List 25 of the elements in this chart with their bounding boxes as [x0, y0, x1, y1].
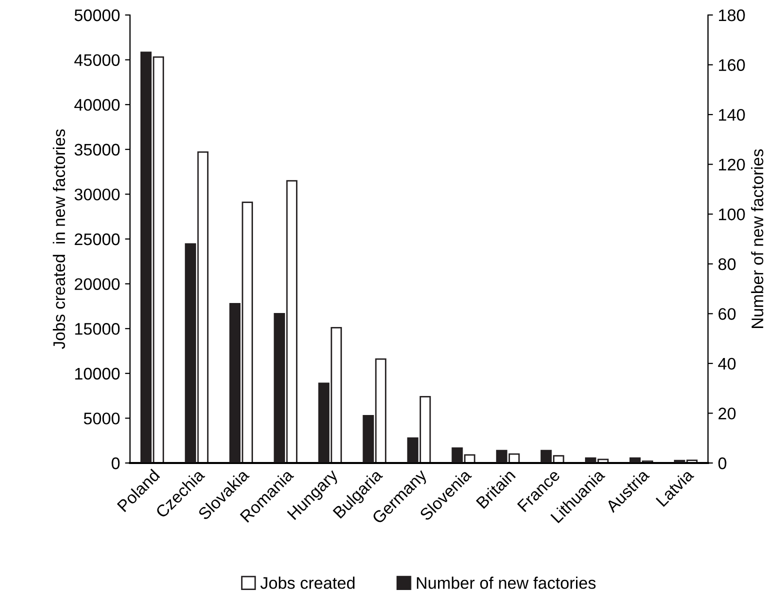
y-tick-label: 15000 — [75, 323, 120, 335]
y-tick-label: 25000 — [74, 233, 120, 246]
y2-tick-label: 40 — [718, 358, 736, 370]
y2-tick-label: 180 — [718, 9, 745, 22]
y2-tick-label: 0 — [718, 457, 726, 470]
y-axis-title: Jobs created in new factories — [52, 129, 66, 349]
y-tick-label: 20000 — [74, 278, 120, 290]
legend-label: Number of new factories — [416, 576, 596, 589]
y-tick-label: 0 — [112, 457, 120, 470]
y2-tick-label: 120 — [718, 158, 745, 171]
y2-tick-label: 60 — [718, 308, 736, 320]
y2-tick-label: 160 — [718, 59, 745, 71]
y-tick-label: 50000 — [74, 9, 120, 22]
y-tick-label: 35000 — [74, 144, 120, 156]
y-tick-label: 10000 — [75, 368, 120, 380]
y-tick-label: 45000 — [74, 54, 120, 66]
y2-tick-label: 20 — [718, 408, 736, 420]
y2-tick-label: 140 — [718, 108, 745, 121]
y2-tick-label: 80 — [718, 258, 736, 270]
y2-axis-title: Number of new factories — [751, 149, 764, 328]
y-tick-label: 40000 — [74, 99, 120, 111]
y-tick-label: 30000 — [74, 188, 120, 200]
legend-label: Jobs created — [260, 576, 354, 589]
y2-tick-label: 100 — [718, 208, 745, 220]
y-tick-label: 5000 — [84, 412, 120, 424]
